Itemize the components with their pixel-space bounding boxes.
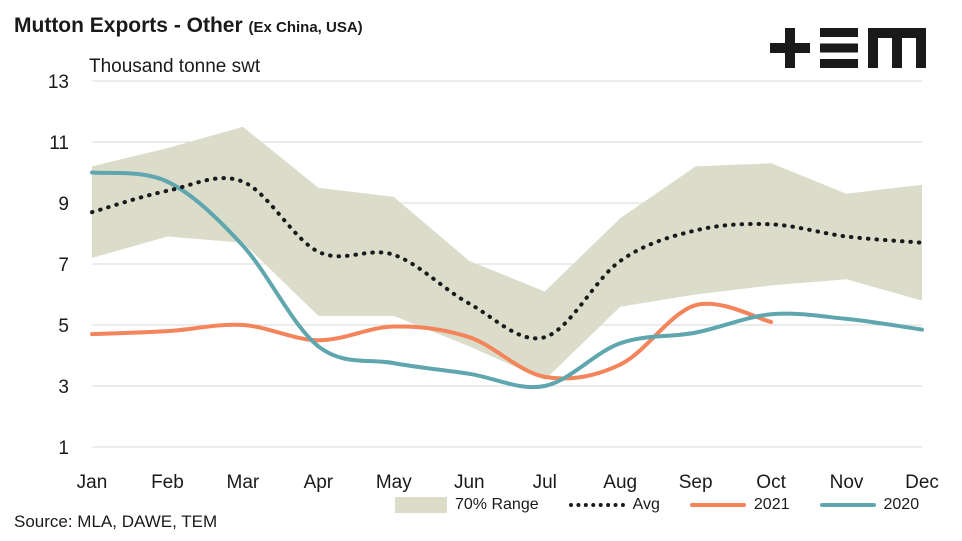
legend-swatch-2020 [819, 503, 876, 507]
range-band-layer [92, 126, 922, 380]
legend-label-avg: Avg [632, 496, 660, 513]
chart-legend: 70% Range Avg 2021 2020 [395, 496, 919, 514]
x-tick-jul: Jul [533, 472, 557, 493]
y-tick-13: 13 [48, 72, 69, 93]
legend-item-2020: 2020 [819, 496, 920, 514]
legend-label-2021: 2021 [753, 496, 790, 513]
x-tick-oct: Oct [756, 472, 786, 493]
y-axis-unit-label: Thousand tonne swt [89, 56, 261, 77]
x-tick-nov: Nov [830, 472, 864, 493]
x-tick-apr: Apr [304, 472, 334, 493]
legend-swatch-avg [568, 503, 625, 507]
series-lines-layer [90, 170, 924, 390]
y-tick-9: 9 [58, 194, 69, 215]
legend-item-2021: 2021 [689, 496, 790, 514]
x-tick-jun: Jun [454, 472, 485, 493]
x-tick-dec: Dec [905, 472, 939, 493]
legend-item-range: 70% Range [395, 496, 539, 514]
y-tick-7: 7 [58, 255, 69, 276]
range-band [92, 126, 922, 380]
tem-logo [770, 28, 926, 68]
series-line-2020 [90, 170, 924, 390]
x-tick-aug: Aug [603, 472, 637, 493]
chart-title-main: Mutton Exports - Other [14, 14, 243, 37]
y-tick-labels: 13 11 9 7 5 3 1 [48, 72, 69, 459]
legend-swatch-range [395, 497, 447, 513]
y-tick-5: 5 [58, 316, 69, 337]
chart-title: Mutton Exports - Other (Ex China, USA) [14, 14, 363, 38]
x-tick-jan: Jan [77, 472, 108, 493]
x-tick-may: May [376, 472, 412, 493]
source-note: Source: MLA, DAWE, TEM [14, 512, 218, 531]
legend-label-range: 70% Range [455, 496, 539, 513]
series-line-avg [90, 176, 924, 341]
legend-label-2020: 2020 [883, 496, 920, 513]
y-tick-11: 11 [49, 133, 69, 154]
x-tick-labels: Jan Feb Mar Apr May Jun Jul Aug Sep Oct Nov Dec [77, 472, 939, 493]
x-tick-mar: Mar [227, 472, 260, 493]
y-tick-3: 3 [58, 377, 69, 398]
legend-swatch-2021 [689, 503, 746, 507]
y-tick-1: 1 [58, 438, 69, 459]
series-line-2021 [90, 301, 774, 381]
legend-item-avg: Avg [568, 496, 660, 514]
chart-title-subtitle: (Ex China, USA) [248, 19, 363, 36]
x-tick-feb: Feb [151, 472, 184, 493]
x-tick-sep: Sep [679, 472, 713, 493]
